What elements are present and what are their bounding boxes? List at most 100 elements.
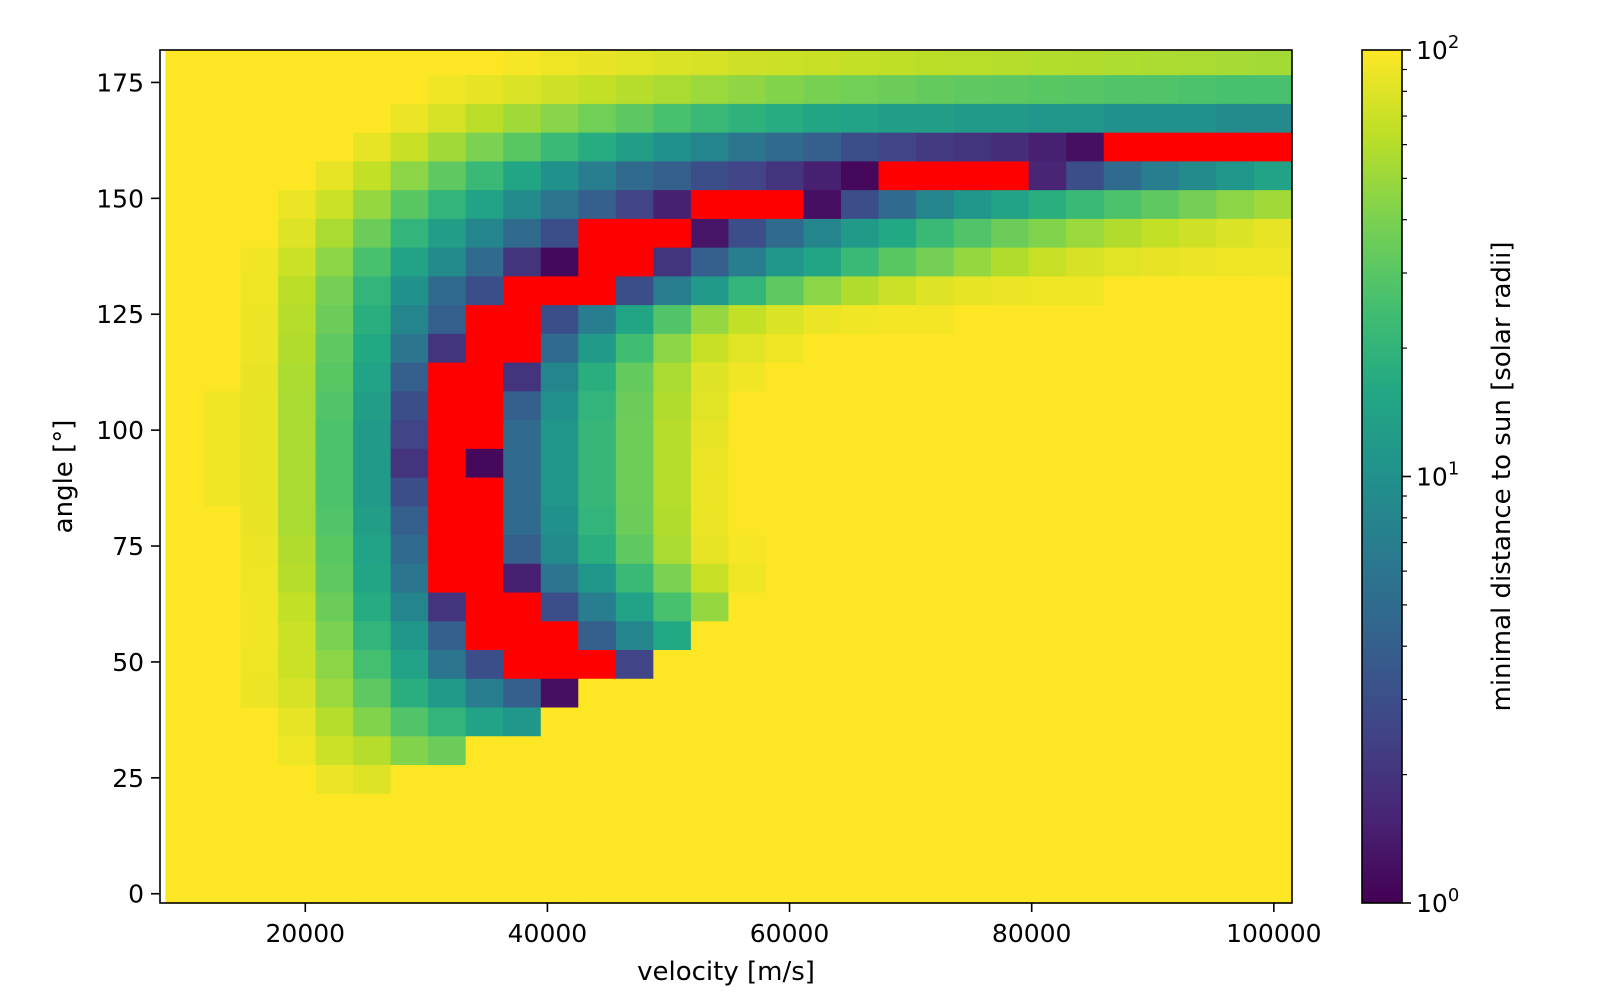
- heatmap-cell: [1178, 160, 1217, 191]
- heatmap-cell: [615, 74, 654, 104]
- heatmap-cell: [540, 275, 579, 306]
- heatmap-cell: [503, 333, 542, 363]
- heatmap-cell: [278, 879, 317, 904]
- heatmap-cell: [1028, 793, 1067, 823]
- heatmap-cell: [1216, 735, 1255, 765]
- heatmap-cell: [841, 247, 880, 277]
- heatmap-cell: [765, 850, 805, 880]
- heatmap-cell: [503, 505, 542, 536]
- heatmap-cell: [578, 706, 617, 737]
- heatmap-cell: [315, 361, 354, 392]
- heatmap-cell: [278, 361, 317, 392]
- heatmap-cell: [916, 563, 955, 593]
- heatmap-cell: [953, 563, 992, 593]
- heatmap-cell: [202, 247, 242, 277]
- heatmap-cell: [690, 247, 730, 277]
- heatmap-cell: [1216, 132, 1255, 162]
- heatmap-cell: [1103, 505, 1142, 536]
- heatmap-cell: [1103, 361, 1142, 392]
- heatmap-cell: [916, 160, 955, 191]
- heatmap-cell: [765, 476, 805, 507]
- heatmap-cell: [953, 160, 992, 191]
- heatmap-cell: [728, 448, 767, 478]
- heatmap-cell: [465, 50, 504, 76]
- heatmap-cell: [1178, 103, 1217, 133]
- heatmap-cell: [165, 50, 204, 76]
- heatmap-cell: [165, 419, 204, 449]
- heatmap-cell: [991, 706, 1030, 737]
- heatmap-cell: [803, 448, 842, 478]
- heatmap-cell: [653, 247, 692, 277]
- heatmap-cell: [540, 476, 579, 507]
- heatmap-cell: [916, 333, 955, 363]
- heatmap-cell: [991, 476, 1030, 507]
- heatmap-cell: [953, 390, 992, 421]
- heatmap-cell: [202, 74, 242, 104]
- heatmap-cell: [615, 103, 654, 133]
- heatmap-cell: [878, 591, 917, 622]
- heatmap-cell: [240, 361, 279, 392]
- heatmap-cell: [841, 361, 880, 392]
- heatmap-cell: [1103, 821, 1142, 852]
- heatmap-cell: [578, 879, 617, 904]
- heatmap-cell: [578, 563, 617, 593]
- heatmap-cell: [1028, 678, 1067, 708]
- heatmap-cell: [1066, 247, 1105, 277]
- heatmap-cell: [916, 132, 955, 162]
- heatmap-cell: [841, 591, 880, 622]
- heatmap-cell: [953, 361, 992, 392]
- heatmap-cell: [202, 476, 242, 507]
- heatmap-cell: [690, 448, 730, 478]
- heatmap-cell: [1178, 419, 1217, 449]
- heatmap-cell: [1141, 247, 1180, 277]
- heatmap-cell: [653, 476, 692, 507]
- y-tick-label: 25: [112, 764, 144, 793]
- heatmap-cell: [353, 103, 392, 133]
- heatmap-cell: [953, 620, 992, 651]
- heatmap-cell: [540, 735, 579, 765]
- heatmap-cell: [465, 706, 504, 737]
- heatmap-cell: [1216, 706, 1255, 737]
- heatmap-cell: [916, 793, 955, 823]
- heatmap-cell: [315, 247, 354, 277]
- heatmap-cell: [803, 476, 842, 507]
- heatmap-cell: [465, 678, 504, 708]
- heatmap-cell: [353, 850, 392, 880]
- heatmap-cell: [390, 505, 429, 536]
- heatmap-cell: [615, 821, 654, 852]
- heatmap-cell: [1216, 304, 1255, 334]
- heatmap-cell: [390, 476, 429, 507]
- heatmap-cell: [1028, 620, 1067, 651]
- heatmap-cell: [578, 275, 617, 306]
- heatmap-cell: [165, 534, 204, 564]
- heatmap-cell: [1028, 534, 1067, 564]
- colorbar-label: minimal distance to sun [solar radii]: [1487, 242, 1517, 712]
- heatmap-cell: [841, 620, 880, 651]
- heatmap-cell: [202, 534, 242, 564]
- heatmap-cell: [1253, 50, 1292, 76]
- heatmap-cell: [916, 103, 955, 133]
- heatmap-cell: [653, 678, 692, 708]
- heatmap-cell: [315, 678, 354, 708]
- colorbar-ticks: 100 101 102: [1402, 32, 1459, 918]
- heatmap-cell: [1178, 735, 1217, 765]
- heatmap-cell: [653, 419, 692, 449]
- heatmap-cell: [540, 821, 579, 852]
- heatmap-cell: [1028, 390, 1067, 421]
- heatmap-cell: [1141, 103, 1180, 133]
- heatmap-cell: [278, 649, 317, 679]
- heatmap-cell: [728, 74, 767, 104]
- heatmap-cell: [1216, 419, 1255, 449]
- heatmap-cell: [578, 793, 617, 823]
- heatmap-cell: [428, 735, 467, 765]
- heatmap-cell: [728, 850, 767, 880]
- heatmap-cell: [653, 764, 692, 794]
- heatmap-cell: [278, 534, 317, 564]
- heatmap-cell: [841, 50, 880, 76]
- heatmap-cell: [953, 505, 992, 536]
- heatmap-cell: [803, 390, 842, 421]
- heatmap-cell: [803, 160, 842, 191]
- heatmap-cell: [503, 247, 542, 277]
- heatmap-cell: [1103, 419, 1142, 449]
